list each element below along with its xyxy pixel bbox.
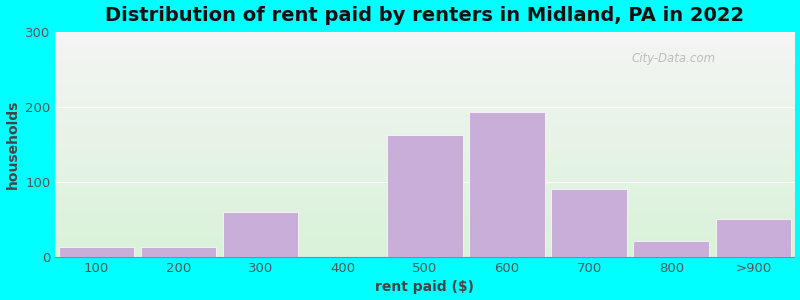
Text: City-Data.com: City-Data.com <box>632 52 716 65</box>
Bar <box>469 112 545 257</box>
Y-axis label: households: households <box>6 100 19 189</box>
Bar <box>141 247 216 257</box>
Title: Distribution of rent paid by renters in Midland, PA in 2022: Distribution of rent paid by renters in … <box>106 6 744 25</box>
X-axis label: rent paid ($): rent paid ($) <box>375 280 474 294</box>
Bar <box>222 212 298 257</box>
Bar <box>58 247 134 257</box>
Bar <box>715 220 791 257</box>
Bar <box>551 189 627 257</box>
Bar <box>634 241 709 257</box>
Bar <box>387 135 462 257</box>
